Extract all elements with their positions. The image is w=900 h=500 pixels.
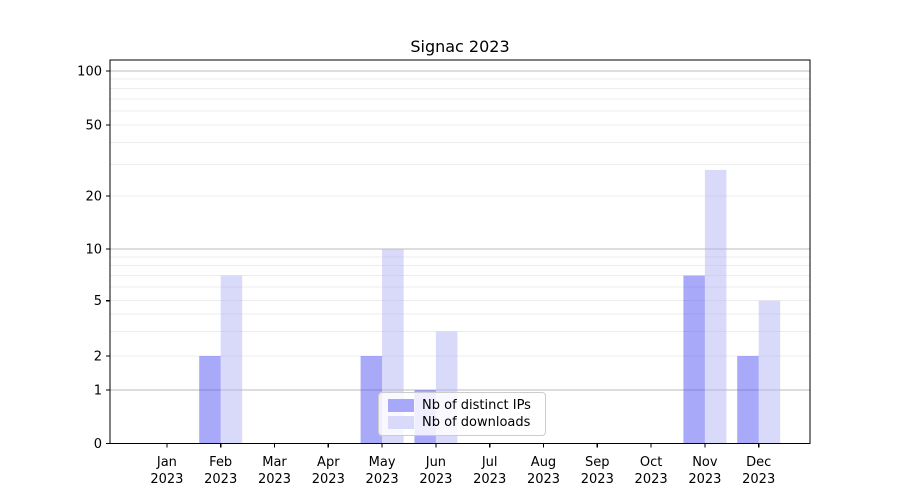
y-tick-label-1: 1: [94, 384, 102, 399]
plot-border: [109, 59, 811, 445]
gridlines: [110, 70, 810, 391]
y-tick-label-10: 10: [85, 243, 102, 258]
legend-label-downloads: Nb of downloads: [422, 415, 531, 430]
x-tick-label-sep: Sep 2023: [581, 455, 614, 487]
bar-distinct-ips-nov: [683, 275, 705, 444]
legend-label-distinct-ips: Nb of distinct IPs: [422, 398, 531, 413]
x-tick-label-oct: Oct 2023: [635, 455, 668, 487]
y-tick-label-5: 5: [94, 294, 102, 309]
y-tick-label-100: 100: [77, 65, 102, 80]
legend-item-distinct-ips: Nb of distinct IPs: [388, 398, 536, 413]
x-tick-label-may: May 2023: [366, 455, 399, 487]
y-tick-label-50: 50: [85, 119, 102, 134]
bar-downloads-dec: [758, 300, 781, 444]
chart-title: Signac 2023: [410, 37, 509, 56]
bar-distinct-ips-may: [360, 356, 383, 444]
y-tick-label-2: 2: [94, 350, 102, 365]
bar-distinct-ips-feb: [199, 356, 221, 444]
y-tick-label-20: 20: [85, 190, 102, 205]
x-tick-label-jun: Jun 2023: [419, 455, 452, 487]
x-tick-label-jul: Jul 2023: [473, 455, 506, 487]
x-tick-label-aug: Aug 2023: [527, 455, 560, 487]
bar-downloads-feb: [220, 275, 243, 444]
x-tick-label-apr: Apr 2023: [312, 455, 345, 487]
x-tick-label-dec: Dec 2023: [742, 455, 775, 487]
legend: Nb of distinct IPs Nb of downloads: [378, 392, 546, 436]
x-tick-label-feb: Feb 2023: [204, 455, 237, 487]
x-tick-label-jan: Jan 2023: [150, 455, 183, 487]
x-tick-label-nov: Nov 2023: [688, 455, 721, 487]
legend-swatch-downloads: [388, 416, 414, 429]
legend-swatch-distinct-ips: [388, 399, 414, 412]
axes: 0 1 2 5 10 20 50 100 Jan 2023 Feb 2023 Mar 2023 Apr 202…: [77, 59, 811, 487]
legend-item-downloads: Nb of downloads: [388, 415, 536, 430]
bar-downloads-nov: [704, 169, 727, 444]
bar-distinct-ips-dec: [737, 356, 759, 444]
x-tick-label-mar: Mar 2023: [258, 455, 291, 487]
y-tick-label-0: 0: [94, 437, 102, 452]
